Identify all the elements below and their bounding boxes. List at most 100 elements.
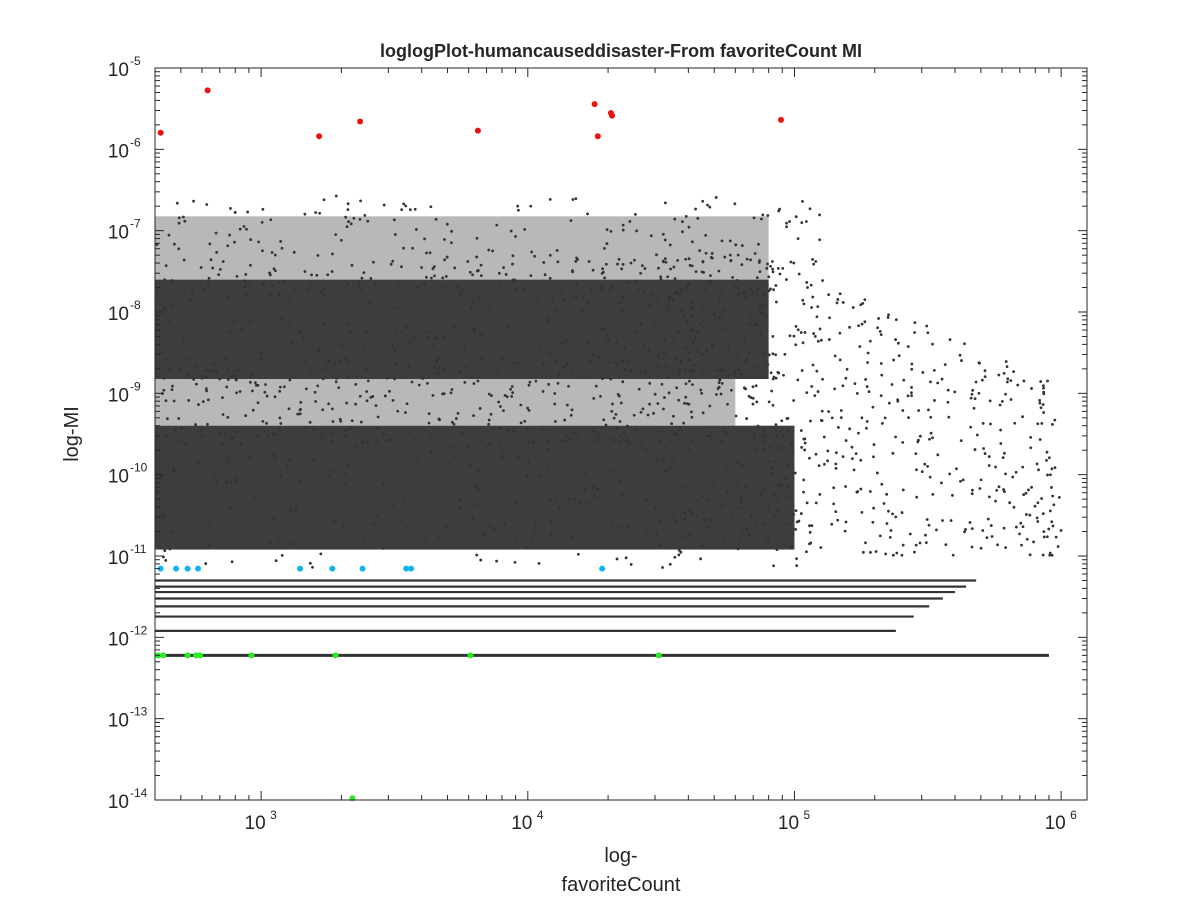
bulk-point <box>575 295 578 299</box>
bulk-point <box>771 260 774 263</box>
bulk-point <box>820 338 823 342</box>
bulk-point <box>556 260 560 264</box>
bulk-point <box>233 211 237 214</box>
series-1-point <box>359 565 366 572</box>
bulk-point <box>947 415 951 419</box>
bulk-point <box>257 240 260 244</box>
bulk-point <box>1021 525 1025 529</box>
bulk-point <box>619 459 623 463</box>
bulk-point <box>767 505 770 509</box>
bulk-point <box>736 253 740 257</box>
bulk-point <box>218 377 222 381</box>
bulk-point <box>302 336 306 340</box>
bulk-point <box>205 389 208 393</box>
bulk-point <box>235 391 238 395</box>
bulk-point <box>323 322 327 326</box>
bulk-point <box>431 393 435 397</box>
bulk-point <box>452 334 456 338</box>
bulk-point <box>587 260 591 263</box>
bulk-point <box>969 396 973 400</box>
bulk-point <box>752 216 756 220</box>
bulk-point <box>582 374 586 378</box>
bulk-point <box>374 404 378 408</box>
bulk-point <box>535 299 539 303</box>
bulk-point <box>319 290 323 294</box>
bulk-point <box>399 518 403 522</box>
bulk-point <box>687 225 691 229</box>
bulk-point <box>1018 532 1021 536</box>
bulk-point <box>181 215 185 219</box>
bulk-point <box>888 535 892 539</box>
bulk-point <box>278 385 282 389</box>
bulk-point <box>625 360 629 364</box>
bulk-point <box>404 204 408 208</box>
bulk-point <box>321 408 325 412</box>
bulk-point <box>792 334 796 338</box>
bulk-point <box>910 391 913 395</box>
bulk-point <box>204 375 208 379</box>
bulk-point <box>1056 545 1060 548</box>
bulk-point <box>818 213 821 217</box>
bulk-point <box>657 266 660 270</box>
bulk-point <box>254 381 257 385</box>
bulk-point <box>259 351 263 355</box>
bulk-point <box>487 248 491 252</box>
bulk-point <box>772 564 775 568</box>
bulk-point <box>701 371 705 375</box>
bulk-point <box>278 426 282 430</box>
bulk-point <box>687 282 691 286</box>
bulk-point <box>690 415 694 419</box>
bulk-point <box>570 408 574 412</box>
bulk-point <box>206 398 210 402</box>
bulk-point <box>767 289 771 293</box>
bulk-point <box>565 362 568 366</box>
bulk-point <box>472 484 476 488</box>
bulk-point <box>751 385 755 389</box>
bulk-point <box>890 383 894 386</box>
bulk-point <box>280 317 284 320</box>
bulk-point <box>615 340 618 344</box>
bulk-point <box>663 257 667 261</box>
bulk-point <box>668 295 672 299</box>
bulk-point <box>342 286 346 289</box>
bulk-point <box>437 357 440 360</box>
bulk-point <box>619 440 623 443</box>
bulk-point <box>813 394 817 398</box>
bulk-point <box>417 383 421 387</box>
bulk-point <box>795 564 799 568</box>
bulk-point <box>447 462 451 466</box>
bulk-point <box>864 378 868 381</box>
bulk-point <box>261 419 265 423</box>
bulk-point <box>225 385 229 389</box>
bulk-point <box>587 340 590 344</box>
bulk-point <box>605 242 609 245</box>
bulk-point <box>1004 360 1008 363</box>
bulk-point <box>639 271 642 275</box>
bulk-point <box>662 351 666 355</box>
bulk-point <box>557 505 561 509</box>
bulk-point <box>458 499 462 502</box>
bulk-point <box>180 426 184 430</box>
bulk-point <box>634 428 638 431</box>
bulk-point <box>949 519 953 522</box>
x-axis-label-line-2: favoriteCount <box>562 874 681 896</box>
bulk-point <box>805 391 809 395</box>
bulk-point <box>906 345 910 348</box>
bulk-point <box>658 440 662 443</box>
bulk-point <box>787 495 791 498</box>
bulk-point <box>761 213 765 217</box>
bulk-point <box>1002 526 1006 530</box>
bulk-point <box>734 480 738 484</box>
bulk-point <box>997 373 1001 377</box>
bulk-point <box>756 287 760 291</box>
bulk-point <box>345 225 349 229</box>
bulk-point <box>450 241 453 245</box>
bulk-point <box>445 525 449 529</box>
bulk-point <box>968 521 972 524</box>
bulk-point <box>663 396 666 399</box>
bulk-point <box>794 527 798 531</box>
bulk-point <box>789 260 793 264</box>
bulk-point <box>229 506 233 510</box>
bulk-point <box>375 439 379 443</box>
bulk-point <box>567 438 571 442</box>
